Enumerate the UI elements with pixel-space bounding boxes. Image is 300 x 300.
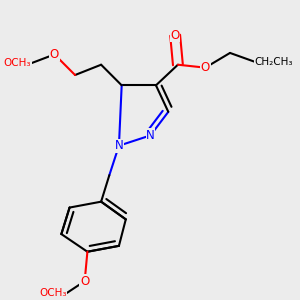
Text: O: O [201, 61, 210, 74]
Text: N: N [146, 129, 155, 142]
Text: O: O [50, 48, 59, 61]
Text: O: O [170, 29, 180, 42]
Text: CH₂CH₃: CH₂CH₃ [255, 57, 293, 67]
Text: N: N [115, 139, 123, 152]
Text: OCH₃: OCH₃ [4, 58, 31, 68]
Text: OCH₃: OCH₃ [39, 288, 67, 298]
Text: O: O [80, 275, 89, 288]
